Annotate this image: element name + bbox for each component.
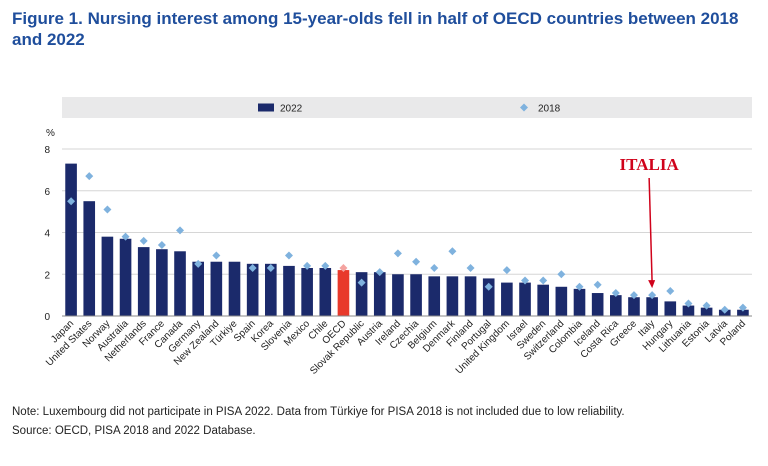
legend-label: 2018 — [538, 104, 561, 115]
marker-2018 — [284, 251, 293, 260]
marker-2018 — [557, 270, 566, 279]
marker-2018 — [466, 263, 475, 272]
annotation-arrow — [648, 177, 653, 284]
marker-2018 — [484, 282, 493, 291]
marker-2018 — [357, 278, 366, 287]
marker-2018 — [666, 286, 675, 295]
marker-2018 — [629, 291, 638, 300]
marker-2018 — [575, 282, 584, 291]
marker-2018 — [448, 247, 457, 256]
marker-2018 — [720, 305, 729, 314]
bar — [119, 238, 132, 316]
bar — [210, 261, 223, 316]
source: Source: OECD, PISA 2018 and 2022 Databas… — [12, 425, 256, 437]
marker-2018 — [702, 301, 711, 310]
marker-2018 — [266, 263, 275, 272]
bar — [573, 288, 586, 316]
bar — [519, 282, 531, 316]
marker-2018 — [194, 259, 203, 268]
marker-2018 — [648, 291, 657, 300]
bar — [537, 284, 549, 316]
bar — [446, 276, 459, 316]
bar — [482, 278, 495, 316]
bar — [410, 274, 422, 316]
legend-swatch — [258, 103, 274, 112]
y-tick-label: 0 — [44, 312, 50, 323]
marker-2018 — [176, 226, 185, 235]
bar — [628, 297, 640, 316]
y-tick-label: 2 — [44, 270, 50, 281]
marker-2018 — [611, 289, 620, 298]
bar — [101, 236, 114, 316]
bar — [501, 282, 513, 316]
marker-2018 — [430, 263, 439, 272]
y-axis-label: % — [46, 128, 55, 139]
marker-2018 — [502, 266, 511, 275]
bar — [65, 163, 77, 316]
marker-2018 — [521, 276, 530, 285]
bar — [246, 263, 259, 316]
marker-2018 — [157, 241, 166, 250]
legend-label: 2022 — [280, 104, 303, 115]
bar — [192, 261, 204, 316]
bar — [355, 272, 368, 316]
legend-swatch — [520, 103, 528, 112]
marker-2018 — [412, 257, 421, 266]
marker-2018 — [85, 172, 94, 181]
bar — [83, 201, 96, 316]
bar — [664, 301, 677, 316]
marker-2018 — [212, 251, 221, 260]
bar — [591, 293, 604, 316]
bar — [555, 286, 568, 316]
marker-2018 — [321, 261, 330, 270]
marker-2018 — [139, 236, 148, 245]
y-tick-label: 6 — [44, 187, 50, 198]
marker-2018 — [738, 303, 747, 312]
bar — [392, 274, 404, 316]
bar — [737, 309, 749, 316]
marker-2018 — [593, 280, 602, 289]
marker-2018 — [248, 263, 257, 272]
annotation-arrowhead — [648, 280, 656, 289]
marker-2018 — [103, 205, 112, 214]
marker-2018 — [303, 261, 312, 270]
bar — [682, 305, 695, 316]
marker-2018 — [393, 249, 402, 258]
marker-2018 — [375, 268, 384, 277]
bar — [464, 276, 477, 316]
bar — [137, 247, 150, 316]
bar — [373, 272, 386, 316]
bar — [228, 261, 241, 316]
marker-2018 — [684, 299, 693, 308]
legend-band — [62, 97, 752, 118]
note: Note: Luxembourg did not participate in … — [12, 406, 625, 418]
bar — [610, 295, 622, 316]
bar — [700, 307, 713, 316]
bar — [337, 270, 350, 316]
bar — [319, 267, 332, 316]
bar — [174, 251, 186, 316]
chart-title: Figure 1. Nursing interest among 15-year… — [12, 9, 739, 49]
y-tick-label: 8 — [44, 145, 50, 156]
bar — [428, 276, 441, 316]
bar — [265, 263, 277, 316]
bar — [156, 249, 168, 316]
marker-2018 — [67, 197, 76, 206]
marker-2018 — [339, 263, 348, 272]
marker-2018 — [539, 276, 548, 285]
y-tick-label: 4 — [44, 229, 50, 240]
annotation: ITALIA — [620, 155, 680, 174]
bar — [301, 267, 313, 316]
bar — [646, 297, 658, 316]
marker-2018 — [121, 232, 130, 241]
bar — [283, 265, 295, 316]
